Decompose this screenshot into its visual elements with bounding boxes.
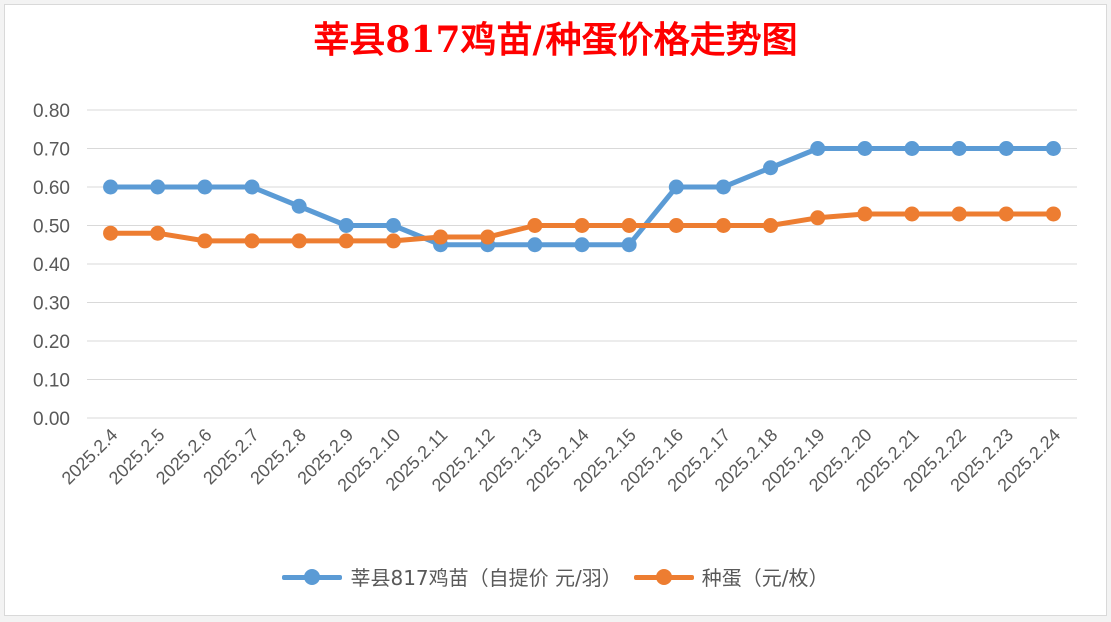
data-point: [291, 233, 307, 249]
data-point: [621, 218, 637, 233]
data-point: [291, 198, 307, 214]
data-point: [480, 229, 496, 245]
legend-swatch-egg: [633, 568, 694, 585]
y-tick-label: 0.10: [33, 371, 70, 392]
data-point: [527, 237, 543, 253]
legend-item-chick: 莘县817鸡苗（自提价 元/羽）: [282, 562, 622, 591]
y-tick-label: 0.70: [33, 140, 70, 161]
y-axis-ticks: 0.00 0.10 0.20 0.30 0.40 0.50 0.60 0.70 0.80: [33, 101, 70, 430]
data-point: [150, 225, 166, 241]
data-point: [385, 233, 401, 249]
data-point: [715, 218, 731, 233]
y-tick-label: 0.60: [33, 178, 70, 199]
data-point: [715, 179, 731, 195]
data-point: [810, 141, 826, 156]
data-point: [103, 179, 119, 195]
data-point: [150, 179, 166, 195]
legend-item-egg: 种蛋（元/枚）: [633, 562, 829, 591]
y-tick-label: 0.80: [33, 101, 70, 122]
legend-label-chick: 莘县817鸡苗（自提价 元/羽）: [350, 566, 622, 590]
y-tick-label: 0.30: [33, 294, 70, 315]
legend-label-egg: 种蛋（元/枚）: [701, 566, 829, 590]
x-axis-ticks: 2025.2.42025.2.52025.2.62025.2.72025.2.8…: [58, 425, 1065, 496]
y-tick-label: 0.20: [33, 332, 70, 353]
data-point: [621, 237, 637, 253]
data-point: [385, 218, 401, 233]
data-point: [810, 210, 826, 226]
data-point: [244, 233, 260, 249]
data-point: [904, 141, 920, 156]
data-point: [197, 179, 213, 195]
gridlines: [87, 109, 1077, 419]
data-point: [998, 141, 1014, 156]
data-point: [857, 206, 873, 222]
data-point: [1045, 141, 1061, 156]
legend-swatch-chick: [282, 568, 343, 585]
data-point: [763, 160, 779, 176]
data-point: [668, 179, 684, 195]
data-point: [338, 233, 354, 249]
data-point: [574, 218, 590, 233]
chart-frame: [4, 4, 1107, 616]
data-point: [904, 206, 920, 222]
data-point: [433, 229, 449, 245]
series-group: [103, 141, 1061, 253]
data-point: [197, 233, 213, 249]
y-tick-label: 0.40: [33, 255, 70, 276]
y-tick-label: 0.00: [33, 409, 70, 430]
data-point: [668, 218, 684, 233]
data-point: [857, 141, 873, 156]
data-point: [998, 206, 1014, 222]
data-point: [103, 225, 119, 241]
chart-title: 莘县817鸡苗/种蛋价格走势图: [313, 19, 798, 61]
series-1: [103, 206, 1061, 249]
data-point: [527, 218, 543, 233]
y-tick-label: 0.50: [33, 217, 70, 238]
data-point: [763, 218, 779, 233]
legend: 莘县817鸡苗（自提价 元/羽） 种蛋（元/枚）: [0, 562, 1111, 591]
data-point: [574, 237, 590, 253]
series-0: [103, 141, 1061, 253]
data-point: [244, 179, 260, 195]
data-point: [1045, 206, 1061, 222]
data-point: [951, 141, 967, 156]
data-point: [951, 206, 967, 222]
data-point: [338, 218, 354, 233]
